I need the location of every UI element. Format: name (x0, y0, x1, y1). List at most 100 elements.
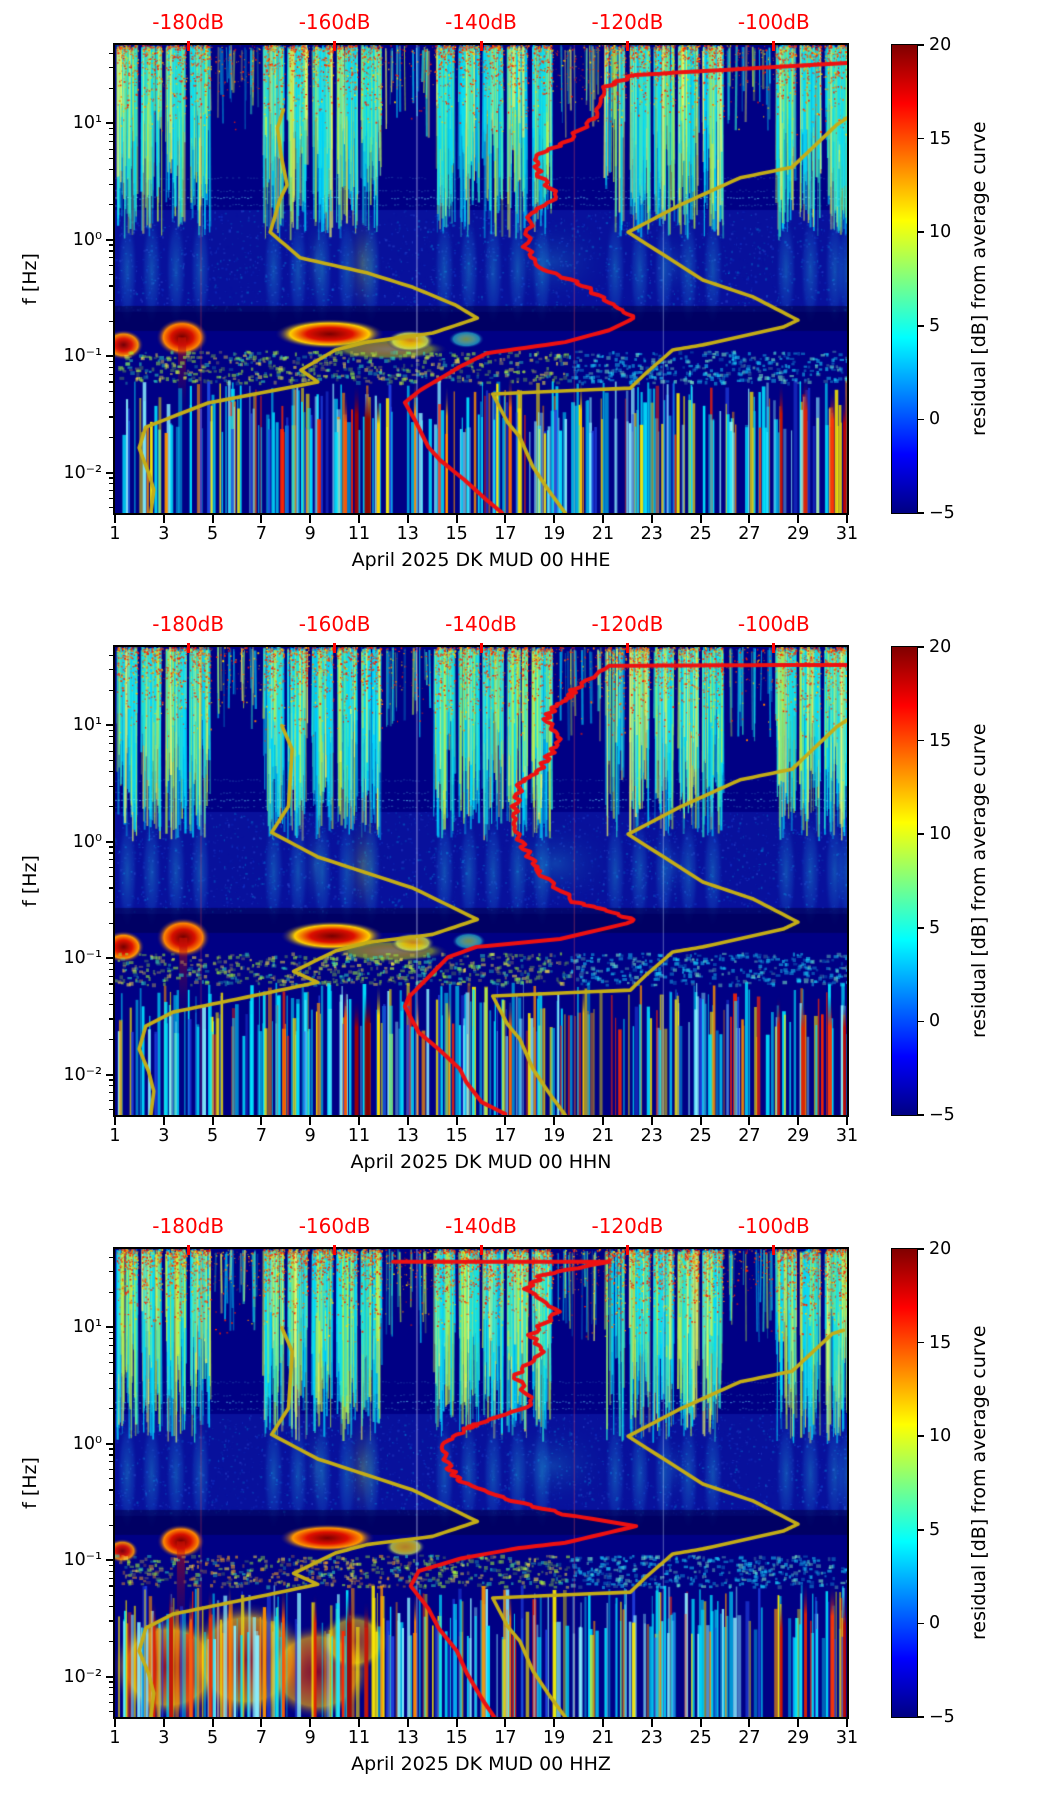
colorbar-tick (918, 927, 924, 929)
y-minor-tick (109, 507, 113, 509)
colorbar-hhn (891, 646, 918, 1116)
y-minor-tick (109, 1018, 113, 1020)
y-minor-tick (109, 1331, 113, 1334)
colorbar-tick (918, 44, 924, 46)
top-db-tick-label: -120dB (591, 612, 664, 636)
y-minor-tick (109, 852, 113, 854)
colorbar-label: residual [dB] from average curve (968, 1325, 990, 1641)
y-tick (106, 1559, 113, 1562)
top-db-tick-label: -180dB (152, 10, 225, 34)
subplot-hhz: f [Hz] April 2025 DK MUD 00 HHZ residual… (0, 1204, 1052, 1806)
top-db-tick (625, 1245, 629, 1255)
y-minor-tick (109, 477, 113, 479)
colorbar-tick-label: 15 (929, 1332, 952, 1353)
colorbar-tick-label: 10 (929, 222, 952, 243)
y-minor-tick (109, 1564, 113, 1567)
top-db-tick-label: -140dB (445, 10, 517, 34)
top-db-tick-label: -120dB (591, 10, 664, 34)
x-tick-label: 11 (347, 524, 371, 544)
y-tick (106, 1326, 113, 1329)
y-minor-tick (109, 1489, 113, 1491)
x-tick (114, 1719, 116, 1727)
subplot-title-hhn: April 2025 DK MUD 00 HHN (350, 1151, 612, 1173)
spectrogram-hhz (113, 1247, 849, 1719)
top-db-tick (479, 643, 483, 653)
y-minor-tick (109, 729, 113, 732)
x-tick-label: 27 (738, 1126, 761, 1146)
x-tick (358, 1117, 360, 1125)
y-minor-tick (109, 876, 113, 878)
x-tick (748, 515, 751, 523)
top-db-tick (333, 643, 337, 653)
y-minor-tick (109, 381, 113, 383)
x-tick (260, 1117, 263, 1125)
top-db-tick (625, 41, 629, 51)
x-tick (699, 515, 702, 523)
x-tick (455, 515, 458, 523)
x-tick (602, 515, 604, 523)
top-db-tick (479, 1245, 483, 1255)
x-tick-label: 3 (158, 524, 170, 544)
x-tick-label: 31 (835, 1126, 859, 1146)
y-tick-label: 10⁰ (72, 1433, 102, 1454)
x-tick (114, 1117, 116, 1125)
y-minor-tick (109, 1605, 113, 1608)
top-db-tick-label: -180dB (152, 1214, 225, 1238)
colorbar-tick (918, 646, 924, 648)
colorbar-tick-label: 0 (929, 409, 941, 430)
y-minor-tick (109, 689, 113, 691)
y-axis-label: f [Hz] (19, 253, 41, 305)
y-minor-tick (109, 390, 113, 392)
x-tick-label: 19 (543, 1728, 566, 1748)
x-tick (504, 1719, 507, 1727)
y-tick (106, 122, 113, 125)
x-tick-label: 9 (304, 524, 316, 544)
y-minor-tick (109, 1448, 113, 1450)
y-minor-tick (109, 1577, 113, 1579)
x-tick (553, 515, 556, 523)
y-minor-tick (109, 264, 113, 267)
x-tick (260, 1719, 263, 1727)
x-tick-label: 17 (494, 1126, 517, 1146)
colorbar-tick (918, 325, 924, 327)
x-tick (699, 1719, 702, 1727)
colorbar-tick-label: −5 (929, 503, 955, 523)
y-tick (106, 355, 113, 358)
colorbar-tick (918, 418, 924, 421)
subplot-title-hhz: April 2025 DK MUD 00 HHZ (351, 1753, 611, 1775)
x-tick-label: 27 (738, 1728, 761, 1748)
y-minor-tick (109, 1003, 113, 1006)
x-tick-label: 13 (396, 1728, 419, 1748)
colorbar-tick (918, 1248, 924, 1250)
x-tick (406, 515, 409, 523)
y-minor-tick (109, 1594, 113, 1596)
top-db-tick-label: -180dB (152, 612, 225, 636)
x-tick-label: 5 (207, 1728, 219, 1748)
x-tick-label: 15 (445, 1728, 468, 1748)
colorbar-tick-label: 5 (929, 1519, 941, 1540)
x-tick-label: 29 (787, 1126, 810, 1146)
y-tick-label: 10⁻² (63, 462, 102, 483)
top-db-tick-label: -100dB (737, 612, 810, 636)
y-minor-tick (109, 1085, 113, 1087)
x-tick-label: 3 (158, 1728, 170, 1748)
x-tick-label: 7 (255, 1126, 267, 1146)
x-tick-label: 11 (347, 1728, 371, 1748)
y-minor-tick (109, 846, 113, 848)
colorbar-tick-label: 10 (929, 824, 952, 845)
y-tick (106, 1073, 113, 1076)
colorbar-tick (918, 1622, 924, 1625)
x-tick-label: 1 (109, 1126, 121, 1146)
y-tick (106, 1675, 113, 1678)
colorbar-tick (918, 1020, 924, 1023)
y-minor-tick (109, 1701, 113, 1704)
top-db-tick-label: -140dB (445, 1214, 517, 1238)
x-tick-label: 13 (396, 524, 419, 544)
y-minor-tick (109, 975, 113, 977)
y-minor-tick (109, 1585, 113, 1587)
x-tick-label: 17 (494, 1728, 517, 1748)
y-minor-tick (109, 436, 113, 439)
spectrogram-hhe (113, 43, 849, 515)
top-db-tick-label: -140dB (445, 612, 517, 636)
